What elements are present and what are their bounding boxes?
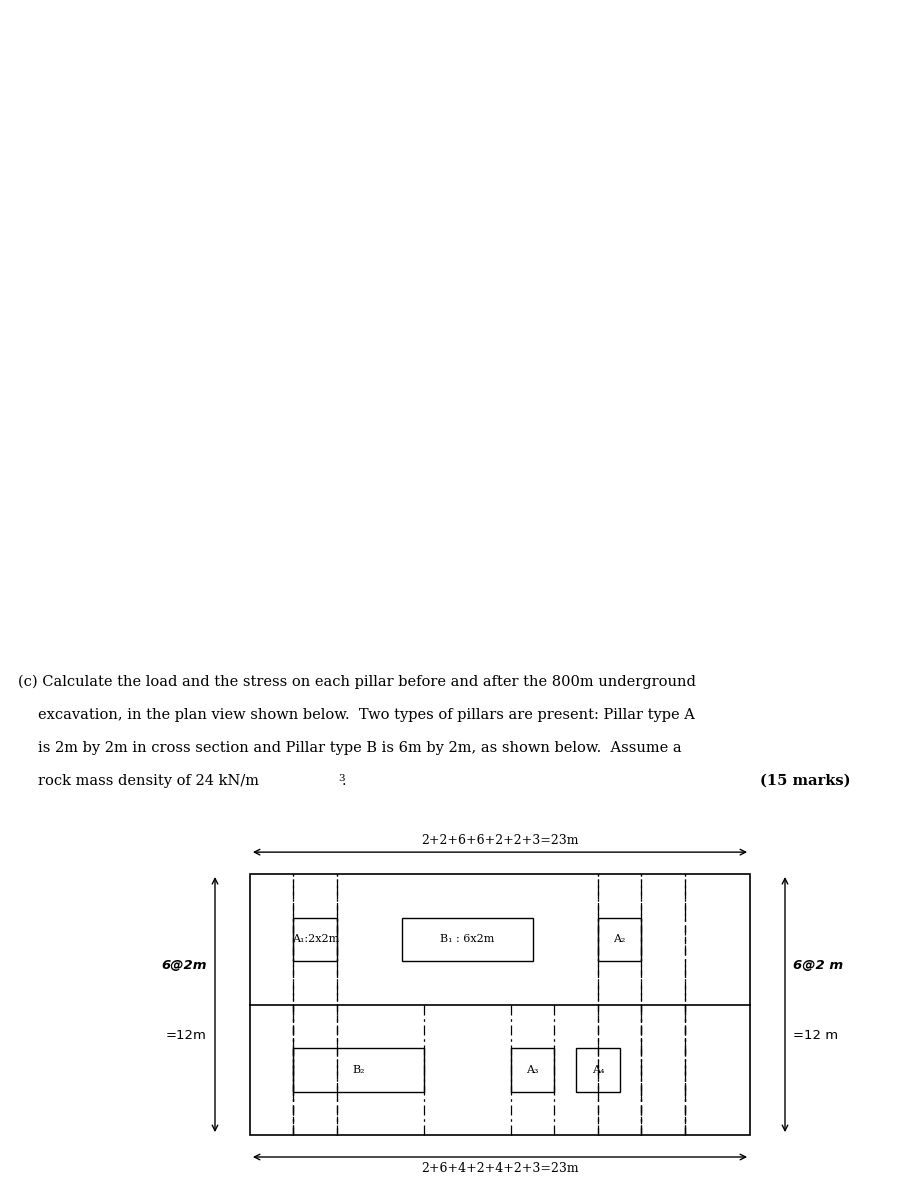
Text: 6@2 m: 6@2 m (793, 959, 843, 972)
Text: rock mass density of 24 kN/m: rock mass density of 24 kN/m (38, 774, 259, 788)
Text: excavation, in the plan view shown below.  Two types of pillars are present: Pil: excavation, in the plan view shown below… (38, 708, 695, 722)
Text: B₁ : 6x2m: B₁ : 6x2m (440, 935, 495, 944)
Bar (293, 918, 337, 961)
Text: .: . (342, 774, 346, 788)
Text: A₃: A₃ (526, 1064, 539, 1075)
Bar (250, 874, 750, 1135)
Bar (293, 1048, 424, 1092)
Text: (c) Calculate the load and the stress on each pillar before and after the 800m u: (c) Calculate the load and the stress on… (18, 674, 696, 689)
Text: 6@2m: 6@2m (161, 959, 207, 972)
Text: A₁:2x2m: A₁:2x2m (292, 935, 338, 944)
Bar (402, 918, 533, 961)
Text: (15 marks): (15 marks) (760, 774, 850, 788)
Text: =12m: =12m (166, 1030, 207, 1043)
Bar (598, 918, 642, 961)
Text: A₄: A₄ (591, 1064, 604, 1075)
Text: B₂: B₂ (353, 1064, 364, 1075)
Bar (511, 1048, 554, 1092)
Text: =12 m: =12 m (793, 1030, 838, 1043)
Text: 3: 3 (338, 774, 345, 782)
Text: is 2m by 2m in cross section and Pillar type B is 6m by 2m, as shown below.  Ass: is 2m by 2m in cross section and Pillar … (38, 740, 681, 755)
Bar (576, 1048, 619, 1092)
Text: 2+6+4+2+4+2+3=23m: 2+6+4+2+4+2+3=23m (421, 1162, 579, 1175)
Text: 2+2+6+6+2+2+3=23m: 2+2+6+6+2+2+3=23m (421, 834, 579, 847)
Text: A₂: A₂ (614, 935, 626, 944)
